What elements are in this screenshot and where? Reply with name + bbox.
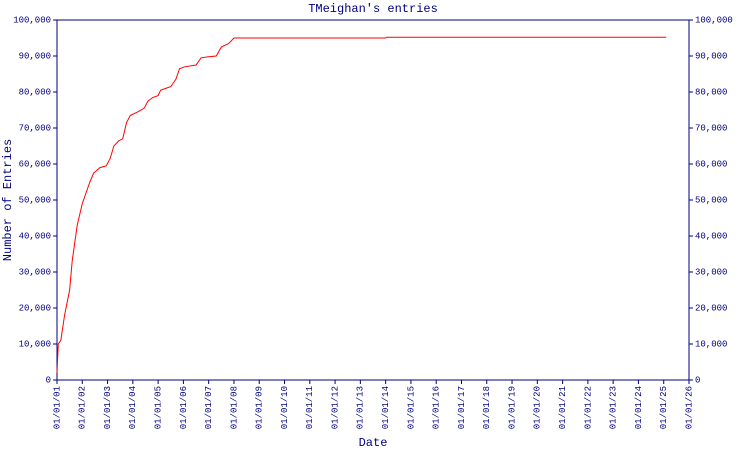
x-tick-label: 01/01/10 <box>280 386 290 429</box>
x-tick-label: 01/01/11 <box>305 386 315 429</box>
y-tick-label: 20,000 <box>19 303 51 313</box>
x-tick-label: 01/01/04 <box>128 386 138 429</box>
x-tick-label: 01/01/14 <box>381 386 391 429</box>
y-tick-label: 10,000 <box>19 339 51 349</box>
x-tick-label: 01/01/02 <box>78 386 88 429</box>
y2-tick-label: 40,000 <box>695 231 727 241</box>
x-tick-label: 01/01/15 <box>406 386 416 429</box>
y-axis-label: Number of Entries <box>1 139 15 261</box>
x-tick-label: 01/01/08 <box>229 386 239 429</box>
y-tick-label: 40,000 <box>19 231 51 241</box>
x-tick-label: 01/01/13 <box>356 386 366 429</box>
x-tick-label: 01/01/19 <box>507 386 517 429</box>
y-tick-label: 30,000 <box>19 267 51 277</box>
y2-tick-label: 70,000 <box>695 123 727 133</box>
x-tick-label: 01/01/18 <box>482 386 492 429</box>
y2-tick-label: 20,000 <box>695 303 727 313</box>
y-tick-label: 0 <box>46 375 51 385</box>
x-tick-label: 01/01/06 <box>179 386 189 429</box>
y2-tick-label: 30,000 <box>695 267 727 277</box>
x-tick-label: 01/01/05 <box>153 386 163 429</box>
x-tick-label: 01/01/24 <box>634 386 644 429</box>
y2-tick-label: 0 <box>695 375 700 385</box>
y2-tick-label: 100,000 <box>695 15 733 25</box>
y-tick-label: 80,000 <box>19 87 51 97</box>
x-tick-label: 01/01/26 <box>684 386 694 429</box>
x-tick-label: 01/01/20 <box>533 386 543 429</box>
x-tick-label: 01/01/21 <box>558 386 568 429</box>
x-tick-label: 01/01/12 <box>330 386 340 429</box>
y-tick-label: 100,000 <box>13 15 51 25</box>
x-tick-label: 01/01/23 <box>609 386 619 429</box>
y2-tick-label: 50,000 <box>695 195 727 205</box>
y-tick-label: 50,000 <box>19 195 51 205</box>
x-tick-label: 01/01/03 <box>103 386 113 429</box>
x-tick-label: 01/01/25 <box>659 386 669 429</box>
y-tick-label: 60,000 <box>19 159 51 169</box>
y2-tick-label: 80,000 <box>695 87 727 97</box>
x-tick-label: 01/01/07 <box>204 386 214 429</box>
chart-title: TMeighan's entries <box>308 2 438 16</box>
data-line <box>56 36 667 373</box>
x-axis-label: Date <box>359 436 388 450</box>
plot-frame <box>56 19 690 381</box>
x-tick-label: 01/01/16 <box>432 386 442 429</box>
y-tick-label: 70,000 <box>19 123 51 133</box>
x-tick-label: 01/01/01 <box>52 386 62 429</box>
y-tick-label: 90,000 <box>19 51 51 61</box>
x-tick-label: 01/01/22 <box>583 386 593 429</box>
y2-tick-label: 90,000 <box>695 51 727 61</box>
x-tick-label: 01/01/09 <box>255 386 265 429</box>
y2-tick-label: 60,000 <box>695 159 727 169</box>
y2-tick-label: 10,000 <box>695 339 727 349</box>
x-tick-label: 01/01/17 <box>457 386 467 429</box>
